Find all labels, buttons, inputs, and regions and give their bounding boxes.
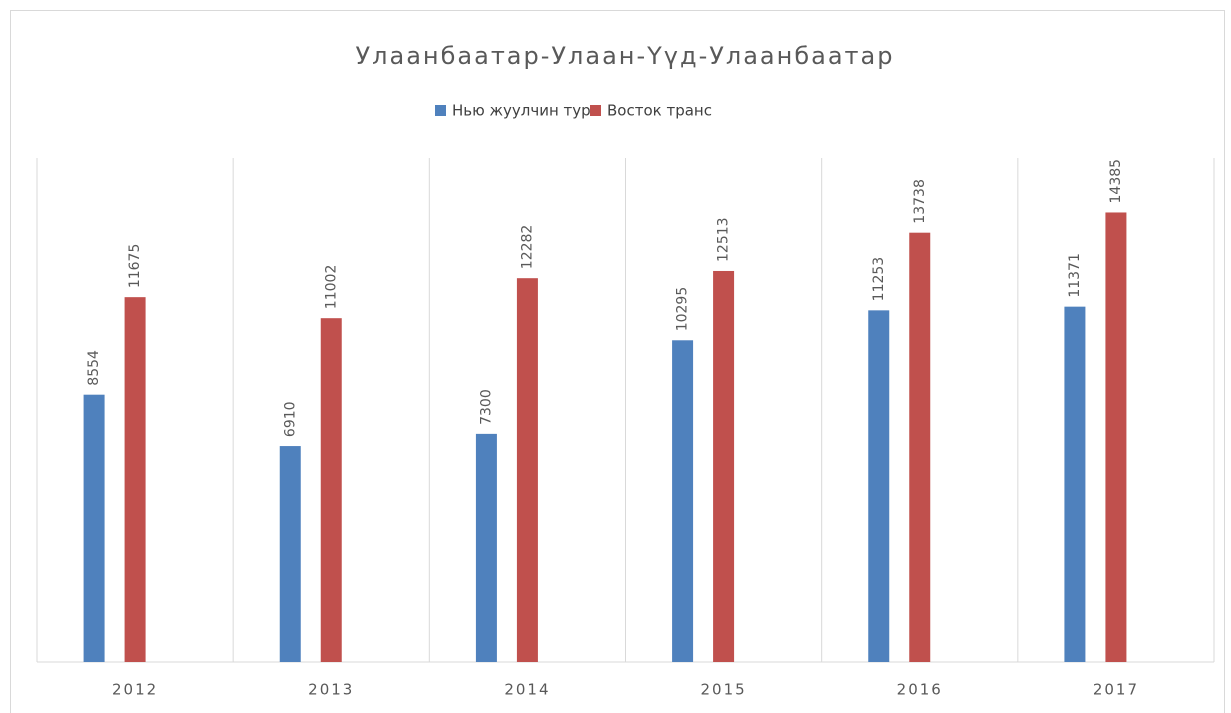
bar [868,310,890,662]
data-label: 10295 [675,287,691,332]
data-label: 11371 [1067,253,1083,298]
x-tick-label: 2014 [504,681,550,699]
x-tick-label: 2015 [700,681,746,699]
bar [909,232,931,662]
bar [83,394,105,662]
data-label: 11253 [871,257,887,302]
x-tick-label: 2017 [1093,681,1139,699]
bar [124,297,146,662]
legend-label: Восток транс [607,102,712,120]
legend-label: Нью жуулчин турс [452,102,599,120]
chart-title: Улаанбаатар-Улаан-Үүд-Улаанбаатар [356,42,895,70]
data-label: 14385 [1108,159,1124,204]
chart-frame [10,10,1225,713]
data-label: 6910 [282,401,298,437]
data-label: 13738 [912,179,928,224]
legend-swatch [590,105,601,116]
bar [1105,212,1127,662]
data-label: 11002 [323,265,339,310]
x-tick-label: 2016 [897,681,943,699]
data-label: 12513 [716,217,732,262]
bar [475,433,497,662]
x-tick-label: 2013 [308,681,354,699]
data-label: 7300 [478,389,494,425]
data-label: 8554 [86,350,102,386]
data-label: 12282 [519,225,535,270]
bar [279,446,301,662]
bar [516,278,538,662]
data-label: 11675 [127,244,143,289]
legend-swatch [435,105,446,116]
bar [320,318,342,662]
x-tick-label: 2012 [112,681,158,699]
bar [672,340,694,662]
bar [1064,306,1086,662]
bar [713,270,735,662]
